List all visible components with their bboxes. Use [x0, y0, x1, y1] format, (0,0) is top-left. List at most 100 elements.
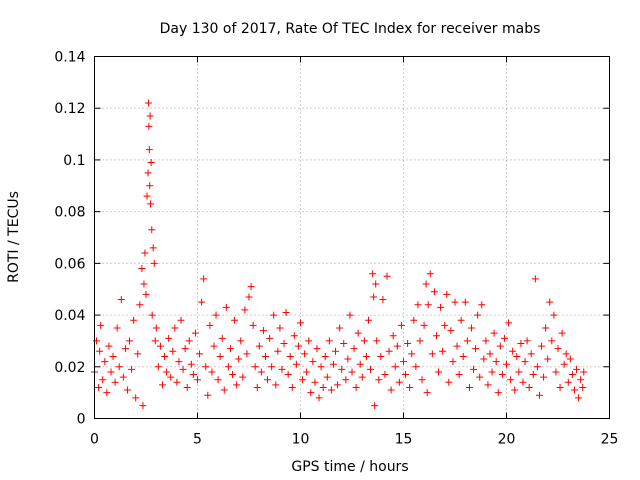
x-tick-label: 0 [90, 432, 99, 448]
data-point [527, 350, 535, 358]
data-point [482, 337, 490, 345]
data-point [432, 332, 440, 340]
data-point [156, 342, 164, 350]
data-point [336, 324, 344, 332]
data-point [523, 337, 531, 345]
data-point [161, 352, 169, 360]
x-tick-label: 25 [601, 432, 619, 448]
data-point [538, 342, 546, 350]
data-point [492, 358, 500, 366]
data-point [171, 324, 179, 332]
data-point [354, 329, 362, 337]
data-point [147, 159, 155, 167]
y-tick-label: 0.04 [54, 308, 85, 324]
data-point [191, 329, 199, 337]
data-point [255, 342, 263, 350]
y-tick-label: 0.06 [54, 256, 85, 272]
data-points [91, 99, 588, 410]
data-point [113, 324, 121, 332]
data-point [529, 371, 537, 379]
data-point [229, 371, 237, 379]
y-tick-label: 0.12 [54, 101, 85, 117]
data-point [187, 360, 195, 368]
data-point [476, 373, 484, 381]
data-point [185, 337, 193, 345]
data-point [346, 311, 354, 319]
data-point [288, 383, 296, 391]
data-point [145, 146, 153, 154]
data-point [257, 368, 265, 376]
data-point [235, 355, 243, 363]
data-point [377, 352, 385, 360]
data-point [350, 345, 358, 353]
x-tick-label: 10 [292, 432, 310, 448]
data-point [375, 376, 383, 384]
data-point [123, 386, 131, 394]
data-point [410, 316, 418, 324]
data-point [463, 337, 471, 345]
data-point [286, 352, 294, 360]
data-point [284, 371, 292, 379]
data-point [358, 373, 366, 381]
data-point [525, 383, 533, 391]
data-point [169, 347, 177, 355]
data-point [233, 381, 241, 389]
data-point [418, 376, 426, 384]
data-point [224, 363, 232, 371]
data-point [226, 345, 234, 353]
data-point [554, 345, 562, 353]
data-point [494, 389, 502, 397]
chart-title: Day 130 of 2017, Rate Of TEC Index for r… [160, 21, 541, 37]
data-point [183, 383, 191, 391]
data-point [143, 192, 151, 200]
data-point [503, 360, 510, 368]
data-point [395, 378, 403, 386]
data-point [327, 386, 335, 394]
data-point [420, 321, 428, 329]
data-point [243, 350, 251, 358]
data-point [439, 347, 447, 355]
data-point [261, 352, 269, 360]
data-point [369, 270, 377, 278]
data-point [107, 368, 115, 376]
data-point [218, 334, 226, 342]
data-point [177, 316, 185, 324]
data-point [435, 368, 443, 376]
data-point [95, 383, 103, 391]
data-point [276, 324, 284, 332]
data-point [222, 303, 230, 311]
data-point [119, 373, 127, 381]
data-point [332, 347, 340, 355]
data-point [387, 386, 395, 394]
data-point [147, 200, 155, 208]
data-point [338, 365, 346, 373]
data-point [370, 293, 378, 301]
data-point [568, 371, 576, 379]
data-point [237, 337, 245, 345]
data-point [428, 350, 436, 358]
data-point [231, 316, 239, 324]
data-point [424, 301, 432, 309]
data-point [150, 259, 158, 267]
data-point [517, 340, 525, 348]
data-point [573, 365, 581, 373]
data-point [449, 358, 457, 366]
data-point [513, 352, 521, 360]
data-point [146, 112, 154, 120]
data-point [278, 365, 286, 373]
data-point [148, 226, 156, 234]
data-point [109, 352, 117, 360]
data-point [132, 394, 140, 402]
x-tick-label: 20 [498, 432, 516, 448]
data-point [216, 352, 224, 360]
x-axis-label: GPS time / hours [291, 459, 408, 475]
data-point [371, 402, 379, 410]
data-point [323, 373, 331, 381]
data-point [202, 363, 210, 371]
data-point [103, 389, 111, 397]
data-point [404, 340, 412, 348]
data-point [373, 337, 381, 345]
data-point [552, 368, 560, 376]
y-tick-label: 0.08 [54, 205, 85, 221]
